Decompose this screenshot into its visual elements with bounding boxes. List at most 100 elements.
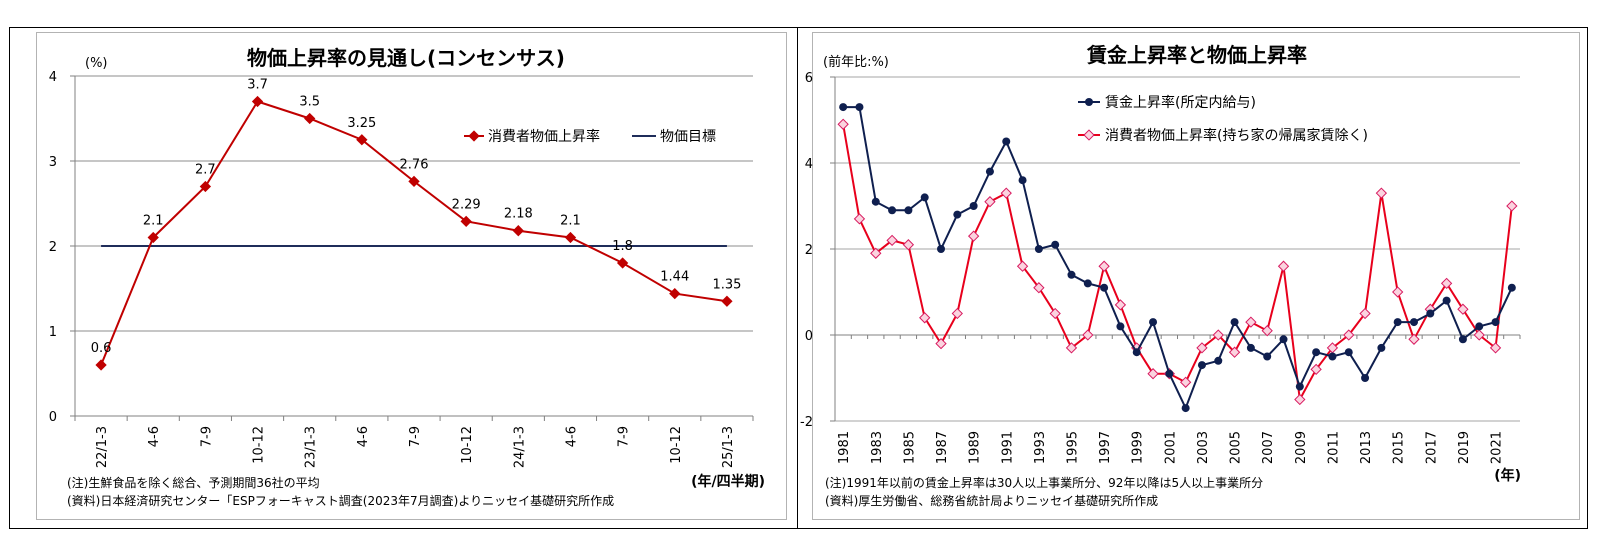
cpi-point xyxy=(1147,368,1159,380)
data-label: 2.76 xyxy=(400,157,429,172)
legend-cpi-marker xyxy=(1083,129,1095,141)
x-tick-label: 7-9 xyxy=(408,426,423,447)
x-axis-unit: (年/四半期) xyxy=(691,473,765,490)
cpi-point xyxy=(1016,260,1029,272)
x-tick-label: 2019 xyxy=(1457,431,1472,464)
x-tick-label: 7-9 xyxy=(199,426,214,447)
y-axis-unit: (前年比:%) xyxy=(823,54,889,70)
x-tick-label: 2017 xyxy=(1424,431,1439,464)
wage-point xyxy=(1361,374,1370,382)
wage-point xyxy=(1067,270,1076,279)
chart-source: (資料)日本経済研究センター「ESPフォーキャスト調査(2023年7月調査)より… xyxy=(67,493,614,508)
cpi-point xyxy=(95,359,107,371)
y-tick-label: 4 xyxy=(805,157,813,172)
data-label: 1.35 xyxy=(712,277,741,292)
cpi-point xyxy=(1065,342,1078,354)
x-tick-label: 1991 xyxy=(1000,431,1015,464)
cpi-point xyxy=(1245,316,1257,328)
legend-wage-marker xyxy=(1085,98,1093,106)
data-label: 2.1 xyxy=(143,214,164,229)
cpi-point xyxy=(1228,346,1241,358)
data-label: 2.29 xyxy=(452,197,481,212)
x-tick-label: 7-9 xyxy=(617,426,632,447)
wage-point xyxy=(953,210,962,219)
inflation-forecast-chart: 物価上昇率の見通し(コンセンサス) (%) (年/四半期) (注)生鮮食品を除く… xyxy=(49,46,765,508)
y-tick-label: 2 xyxy=(49,240,57,255)
wage-point xyxy=(1442,296,1451,305)
data-label: 2.1 xyxy=(560,214,581,229)
x-tick-label: 2001 xyxy=(1163,431,1178,464)
chart-note: (注)生鮮食品を除く総合、予測期間36社の平均 xyxy=(67,475,320,490)
x-tick-label: 10-12 xyxy=(669,426,684,464)
cpi-point xyxy=(1098,260,1110,272)
figure-frame xyxy=(9,27,1588,529)
x-tick-label: 1987 xyxy=(935,431,950,464)
cpi-point xyxy=(1326,342,1339,354)
cpi-point xyxy=(1343,329,1355,341)
x-tick-label: 2005 xyxy=(1229,431,1244,464)
x-tick-label: 22/1-3 xyxy=(95,426,110,468)
cpi-point xyxy=(1440,277,1453,290)
cpi-point xyxy=(853,213,866,225)
wage-inflation-chart: 賃金上昇率と物価上昇率 (前年比:%) (年) (注)1991年以前の賃金上昇率… xyxy=(800,43,1521,508)
wage-point xyxy=(1149,318,1158,327)
inflation-forecast-chart-panel: 物価上昇率の見通し(コンセンサス) (%) (年/四半期) (注)生鮮食品を除く… xyxy=(36,32,787,520)
wage-point xyxy=(1312,348,1321,357)
wage-point xyxy=(1475,322,1484,331)
x-tick-label: 23/1-3 xyxy=(304,426,319,468)
figure-divider xyxy=(797,27,798,529)
cpi-point xyxy=(1261,325,1273,337)
x-tick-label: 24/1-3 xyxy=(512,426,527,468)
cpi-point xyxy=(1212,329,1224,341)
wage-point xyxy=(1132,348,1141,357)
y-tick-label: 2 xyxy=(805,243,813,258)
wage-point xyxy=(1328,352,1337,361)
wage-point xyxy=(1034,245,1043,253)
x-tick-label: 2021 xyxy=(1490,431,1505,464)
cpi-point xyxy=(1196,342,1208,354)
data-label: 3.7 xyxy=(247,78,268,93)
y-tick-label: -2 xyxy=(800,415,813,430)
legend-target-label: 物価目標 xyxy=(660,129,716,145)
cpi-point xyxy=(199,180,212,193)
x-tick-label: 2011 xyxy=(1326,431,1341,464)
legend-cpi-marker xyxy=(468,130,480,142)
y-tick-label: 1 xyxy=(49,325,57,340)
wage-point xyxy=(1344,348,1353,357)
x-tick-label: 2013 xyxy=(1359,431,1374,464)
cpi-point xyxy=(1049,307,1061,320)
wage-point xyxy=(985,167,994,176)
cpi-point xyxy=(1457,303,1469,315)
cpi-point xyxy=(1489,342,1502,354)
y-tick-label: 4 xyxy=(49,70,57,85)
x-tick-label: 1981 xyxy=(837,431,852,464)
cpi-point xyxy=(919,312,931,324)
wage-point xyxy=(1002,137,1011,146)
cpi-point xyxy=(886,234,898,247)
cpi-point xyxy=(616,257,629,269)
cpi-point xyxy=(408,175,420,188)
cpi-point xyxy=(837,118,849,130)
wage-point xyxy=(1116,322,1125,331)
y-tick-label: 3 xyxy=(49,155,57,170)
cpi-point xyxy=(460,215,472,228)
x-tick-label: 2009 xyxy=(1294,431,1309,464)
x-tick-label: 10-12 xyxy=(460,426,475,464)
x-tick-label: 4-6 xyxy=(147,426,162,447)
wage-point xyxy=(1377,343,1386,352)
wage-point xyxy=(1230,318,1239,327)
cpi-point xyxy=(564,231,577,244)
wage-point xyxy=(1100,283,1109,292)
data-label: 3.5 xyxy=(299,95,320,110)
cpi-point xyxy=(1082,329,1094,341)
wage-point xyxy=(1491,318,1500,327)
wage-point xyxy=(871,197,880,206)
cpi-point xyxy=(1179,376,1192,388)
cpi-point xyxy=(1359,307,1371,320)
x-tick-label: 1983 xyxy=(870,431,885,464)
cpi-line xyxy=(100,100,728,366)
wage-point xyxy=(1458,335,1467,344)
cpi-point xyxy=(1375,187,1388,199)
cpi-point xyxy=(1000,187,1012,199)
cpi-point xyxy=(1473,329,1485,341)
